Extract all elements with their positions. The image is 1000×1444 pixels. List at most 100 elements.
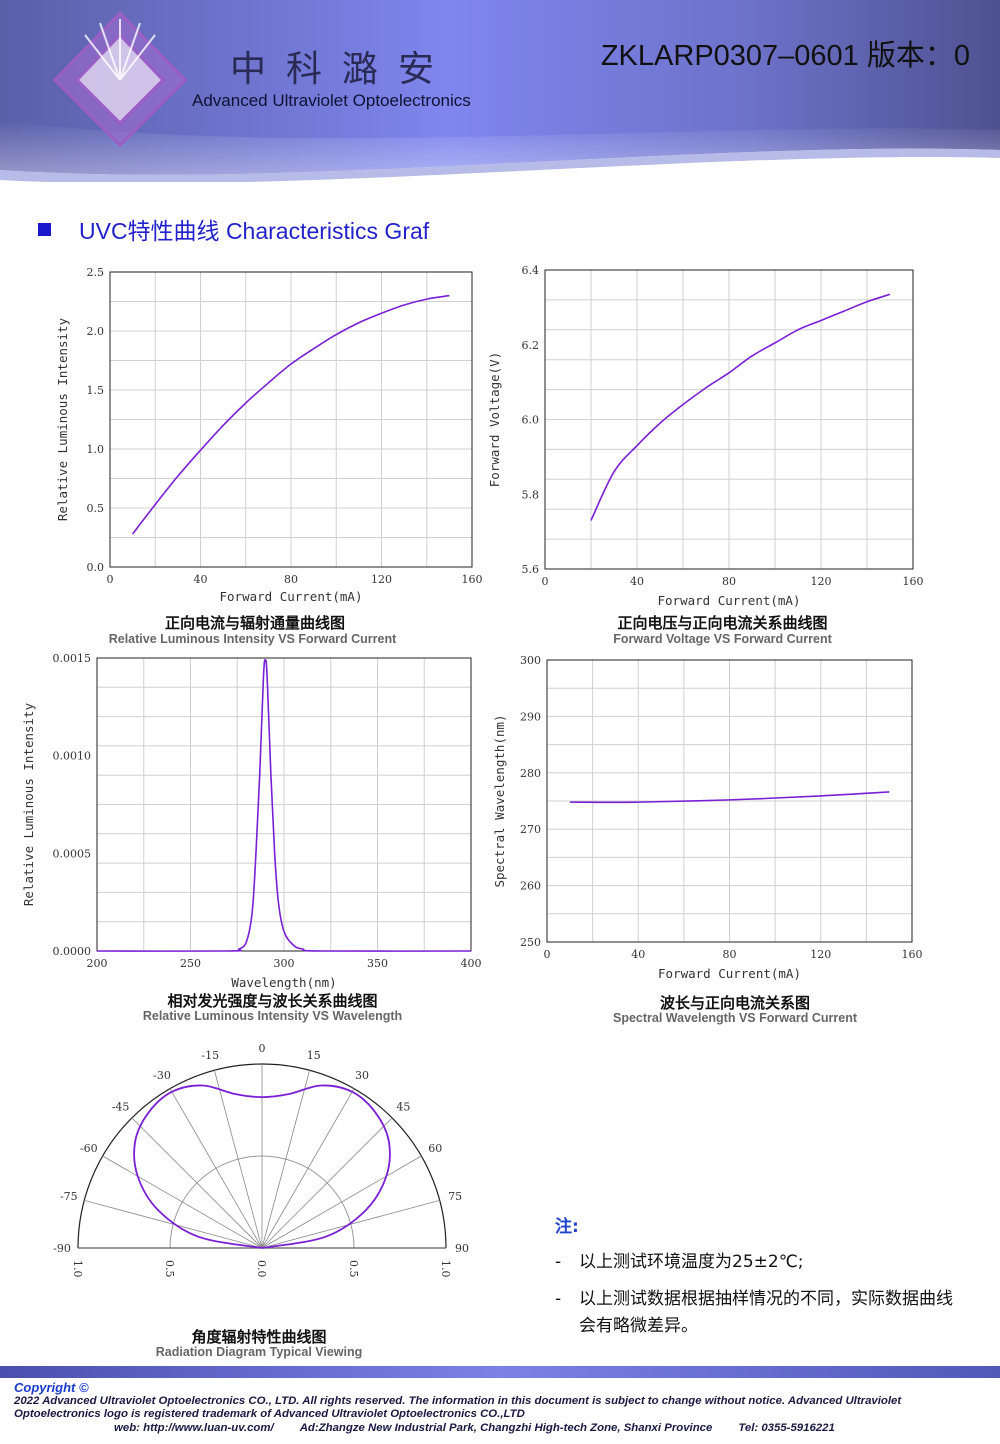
angle-tick-label: 0: [259, 1042, 266, 1055]
address-text: Ad:Zhangze New Industrial Park, Changzhi…: [299, 1421, 713, 1434]
y-tick-label: 1.0: [87, 443, 105, 456]
chart-4-plot: 0 40 80 120 160 250 260 270 280 290 300 Forward Cur…: [492, 654, 923, 981]
angle-tick-label: 90: [455, 1242, 469, 1255]
y-axis-label: Relative Luminous Intensity: [21, 702, 36, 906]
y-tick-label: 6.2: [522, 339, 540, 352]
polar-spoke: [213, 1070, 263, 1249]
note-bullet: -: [555, 1252, 562, 1272]
x-axis-label: Forward Current(mA): [220, 589, 363, 604]
radial-tick-label: 1.0: [71, 1260, 84, 1278]
polar-spoke: [261, 1199, 440, 1249]
y-tick-label: 0.0: [87, 561, 105, 574]
y-axis-label: Relative Luminous Intensity: [55, 317, 70, 521]
y-tick-label: 270: [520, 823, 541, 836]
angle-tick-label: 45: [396, 1101, 410, 1114]
section-title: UVC特性曲线 Characteristics Graf: [79, 218, 430, 244]
angle-tick-label: 75: [448, 1190, 462, 1203]
chart-luminous-vs-current: 0 40 80 120 160 0.0 0.5 1.0 1.5 2.0 2.5 Forward Cur…: [0, 255, 500, 650]
radiation-curve: [133, 1084, 391, 1249]
y-tick-label: 6.0: [522, 414, 540, 427]
x-tick-label: 80: [284, 573, 298, 586]
angle-tick-label: 15: [307, 1049, 321, 1062]
brand-name-en: Advanced Ultraviolet Optoelectronics: [192, 91, 471, 110]
polar-spoke: [102, 1155, 263, 1249]
y-tick-label: 250: [520, 936, 541, 949]
notes-heading: 注:: [555, 1217, 579, 1237]
polar-spoke: [169, 1088, 263, 1249]
square-bullet-icon: [38, 222, 51, 236]
x-tick-label: 120: [810, 948, 831, 961]
note-text: 以上测试环境温度为25±2℃;: [579, 1252, 804, 1272]
x-tick-label: 40: [630, 575, 644, 588]
chart-1-title-en: Relative Luminous Intensity VS Forward C…: [108, 632, 397, 646]
x-tick-label: 160: [902, 948, 923, 961]
page-header: 中科潞安 Advanced Ultraviolet Optoelectronic…: [0, 0, 1000, 182]
x-tick-label: 40: [194, 573, 208, 586]
chart-3-title-en: Relative Luminous Intensity VS Wavelengt…: [142, 1009, 403, 1023]
x-tick-label: 0: [544, 948, 551, 961]
x-tick-label: 80: [722, 575, 736, 588]
plot-frame: [109, 271, 473, 568]
series-line: [590, 293, 891, 521]
chart-4-title-cn: 波长与正向电流关系图: [659, 994, 810, 1012]
x-axis-label: Wavelength(nm): [231, 975, 336, 990]
y-tick-label: 0.0000: [53, 945, 92, 958]
y-tick-label: 0.0005: [53, 847, 92, 860]
angle-tick-label: -60: [80, 1142, 98, 1155]
chart-1-plot: 0 40 80 120 160 0.0 0.5 1.0 1.5 2.0 2.5 Forward Cur…: [55, 266, 483, 604]
angle-tick-label: 60: [428, 1142, 442, 1155]
chart-luminous-vs-wavelength: 200 250 300 350 400 0.0000 0.0005 0.0010 0.0015 W…: [0, 645, 500, 1030]
chart-2-plot: 0 40 80 120 160 5.6 5.8 6.0 6.2 6.4 Forward Curren…: [487, 264, 924, 608]
polar-spoke: [131, 1117, 263, 1249]
x-tick-label: 80: [723, 948, 737, 961]
polar-spoke: [84, 1199, 263, 1249]
x-tick-label: 0: [542, 575, 549, 588]
y-tick-label: 1.5: [87, 384, 105, 397]
y-tick-label: 2.5: [87, 266, 105, 279]
chart-voltage-vs-current: 0 40 80 120 160 5.6 5.8 6.0 6.2 6.4 Forward Curren…: [487, 255, 1000, 650]
chart-5-title-cn: 角度辐射特性曲线图: [191, 1328, 327, 1346]
y-axis-label: Forward Voltage(V): [487, 352, 502, 487]
y-tick-label: 0.5: [87, 502, 105, 515]
plot-frame: [96, 657, 472, 952]
angle-tick-label: -15: [201, 1049, 219, 1062]
page-footer: Copyright © 2022 Advanced Ultraviolet Op…: [14, 1381, 989, 1435]
y-tick-label: 5.8: [522, 488, 540, 501]
plot-frame: [546, 659, 913, 943]
x-tick-label: 120: [371, 573, 392, 586]
copyright-label: Copyright ©: [14, 1380, 89, 1395]
chart-1-title-cn: 正向电流与辐射通量曲线图: [164, 614, 345, 632]
y-tick-label: 6.4: [522, 264, 540, 277]
telephone-text: Tel: 0355-5916221: [738, 1421, 835, 1434]
y-tick-label: 0.0010: [53, 750, 92, 763]
angle-tick-label: -30: [153, 1069, 171, 1082]
x-tick-label: 250: [180, 957, 201, 970]
section-heading: UVC特性曲线 Characteristics Graf: [38, 212, 429, 246]
y-tick-label: 280: [520, 767, 541, 780]
chart-radiation-diagram: -90 -75 -60 -45 -30 -15 0 15 30 45 60 75 90 1.0 0.5 0.0…: [0, 1030, 520, 1365]
x-tick-label: 300: [274, 957, 295, 970]
plot-frame: [544, 269, 914, 570]
chart-wavelength-vs-current: 0 40 80 120 160 250 260 270 280 290 300 Forward Cur…: [492, 645, 1000, 1030]
polar-spoke: [261, 1070, 311, 1249]
angle-tick-label: 30: [355, 1069, 369, 1082]
chart-2-title-en: Forward Voltage VS Forward Current: [613, 632, 832, 646]
chart-2-title-cn: 正向电压与正向电流关系曲线图: [617, 614, 828, 632]
footer-bar: [0, 1366, 1000, 1378]
x-tick-label: 160: [462, 573, 483, 586]
angle-tick-label: -90: [53, 1242, 71, 1255]
y-tick-label: 0.0015: [53, 652, 92, 665]
series-line: [569, 791, 890, 804]
contact-line: web: http://www.luan-uv.com/ Ad:Zhangze …: [14, 1422, 989, 1436]
polar-spoke: [261, 1088, 355, 1249]
x-tick-label: 350: [367, 957, 388, 970]
x-tick-label: 40: [631, 948, 645, 961]
copyright-text: 2022 Advanced Ultraviolet Optoelectronic…: [14, 1394, 902, 1421]
note-bullet: -: [555, 1289, 562, 1310]
x-axis-label: Forward Current(mA): [658, 593, 801, 608]
x-tick-label: 160: [903, 575, 924, 588]
chart-4-title-en: Spectral Wavelength VS Forward Current: [612, 1011, 858, 1025]
company-logo: [52, 10, 188, 148]
website-link[interactable]: web: http://www.luan-uv.com/: [114, 1421, 274, 1434]
header-banner: [0, 0, 1000, 182]
